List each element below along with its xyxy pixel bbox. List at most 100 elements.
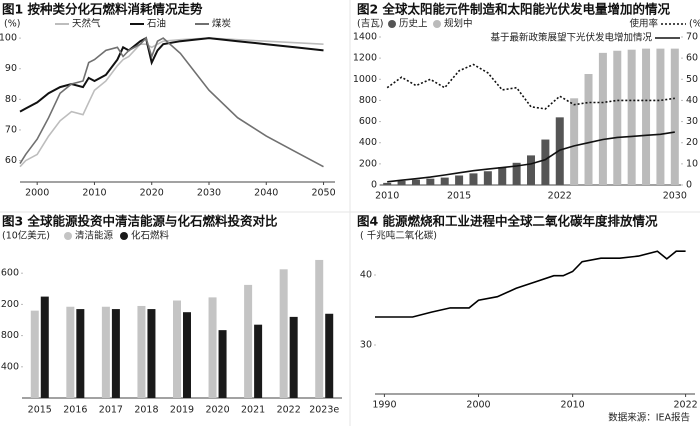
chart-title: 图3 全球能源投资中清洁能源与化石燃料投资对比: [2, 214, 278, 229]
chart-title: 图1 按种类分化石燃料消耗情况走势: [2, 2, 203, 17]
bar: [627, 49, 636, 185]
bar: [555, 117, 564, 185]
bar: [512, 162, 521, 185]
bar: [584, 74, 593, 185]
x-tick-label: 2015: [28, 405, 52, 416]
x-tick-label: 2022: [548, 191, 572, 202]
y2-tick-label: 10: [686, 158, 698, 169]
x-tick-label: 2030: [197, 188, 221, 199]
bar: [244, 284, 253, 398]
y-tick-label: 400: [1, 361, 19, 372]
y-tick-label: 60: [5, 155, 17, 166]
chart-title: 图4 能源燃烧和工业进程中全球二氧化碳年度排放情况: [357, 214, 658, 229]
bar: [426, 178, 435, 185]
bar: [137, 305, 146, 398]
source-note: 数据来源：IEA报告: [608, 412, 690, 424]
y-tick-label: 90: [5, 63, 17, 74]
bar: [483, 171, 492, 185]
bar: [173, 300, 181, 398]
legend-swatch: [64, 232, 72, 240]
y-tick-label: 80: [5, 94, 17, 105]
bar: [279, 269, 288, 398]
bar: [147, 309, 156, 398]
y2-tick-label: 60: [686, 53, 698, 64]
y-tick-label: 800: [359, 95, 377, 106]
bar: [397, 180, 406, 185]
series-line: [386, 63, 675, 110]
x-tick-label: 2010: [375, 191, 399, 202]
bar: [76, 309, 85, 398]
series-line: [19, 36, 324, 168]
y-axis-label: (%): [4, 19, 20, 30]
bar: [455, 175, 464, 185]
bar: [613, 50, 622, 185]
y-tick-label: 400: [359, 137, 377, 148]
y-tick-label: 200: [359, 158, 377, 169]
legend-label: 石油: [147, 18, 166, 30]
y-tick-label: 0: [371, 180, 377, 191]
x-tick-label: 2030: [663, 191, 687, 202]
series-line: [19, 36, 324, 113]
x-tick-label: 2016: [63, 405, 87, 416]
bar: [570, 98, 579, 185]
legend-label: 使用率: [629, 18, 658, 30]
legend-label: 规划中: [444, 18, 473, 30]
y-axis-label: (10亿美元): [2, 230, 50, 242]
y-tick-label: 70: [5, 124, 17, 135]
y2-tick-label: 0: [686, 180, 692, 191]
bar: [101, 306, 110, 398]
chart-title: 图2 全球太阳能元件制造和太阳能光伏发电量增加的情况: [357, 2, 671, 17]
bar: [656, 48, 665, 185]
y-tick-label: 100: [0, 33, 17, 44]
bar: [469, 173, 478, 185]
x-tick-label: 2018: [134, 405, 158, 416]
bar: [411, 179, 420, 185]
bar: [440, 177, 449, 185]
bar: [254, 324, 263, 398]
bar: [541, 139, 550, 185]
y2-axis-label: (%): [689, 19, 700, 30]
y-tick-label: 1200: [353, 53, 377, 64]
y2-tick-label: 70: [686, 32, 698, 43]
bar: [208, 297, 217, 398]
x-tick-label: 2010: [561, 400, 585, 411]
bar: [183, 312, 191, 398]
series-line: [387, 131, 675, 183]
x-tick-label: 2022: [673, 400, 697, 411]
x-tick-label: 2015: [447, 191, 471, 202]
x-tick-label: 2020: [205, 405, 229, 416]
y-axis-label: ( 千兆吨二氧化碳): [360, 230, 437, 242]
x-tick-label: 2022: [277, 405, 301, 416]
legend-swatch: [120, 232, 128, 240]
bar: [218, 330, 227, 398]
x-tick-label: 2017: [99, 405, 123, 416]
x-tick-label: 2010: [82, 188, 106, 199]
bar: [325, 313, 334, 398]
legend-swatch: [433, 20, 441, 28]
bar: [315, 259, 324, 398]
series-line: [375, 250, 686, 318]
x-tick-label: 2000: [25, 188, 49, 199]
bar: [289, 316, 298, 398]
y-tick-label: 1600: [0, 268, 19, 279]
bar: [383, 182, 392, 185]
bar: [40, 296, 49, 398]
x-tick-label: 2023e: [309, 405, 339, 416]
y-tick-label: 30: [360, 340, 372, 351]
bar: [598, 52, 607, 185]
bar: [30, 310, 39, 398]
legend-label: 煤炭: [212, 18, 232, 30]
y2-tick-label: 50: [686, 74, 698, 85]
y-tick-label: 1200: [0, 299, 19, 310]
bar: [66, 306, 75, 398]
x-tick-label: 1990: [372, 400, 396, 411]
legend-label: 基于最新政策展望下光伏发电增加情况: [490, 32, 652, 44]
y2-tick-label: 20: [686, 137, 698, 148]
x-tick-label: 2040: [254, 188, 278, 199]
x-tick-label: 2019: [170, 405, 194, 416]
x-tick-label: 2000: [466, 400, 490, 411]
y-tick-label: 1000: [353, 74, 377, 85]
bar: [527, 155, 535, 185]
y-tick-label: 1400: [353, 32, 377, 43]
